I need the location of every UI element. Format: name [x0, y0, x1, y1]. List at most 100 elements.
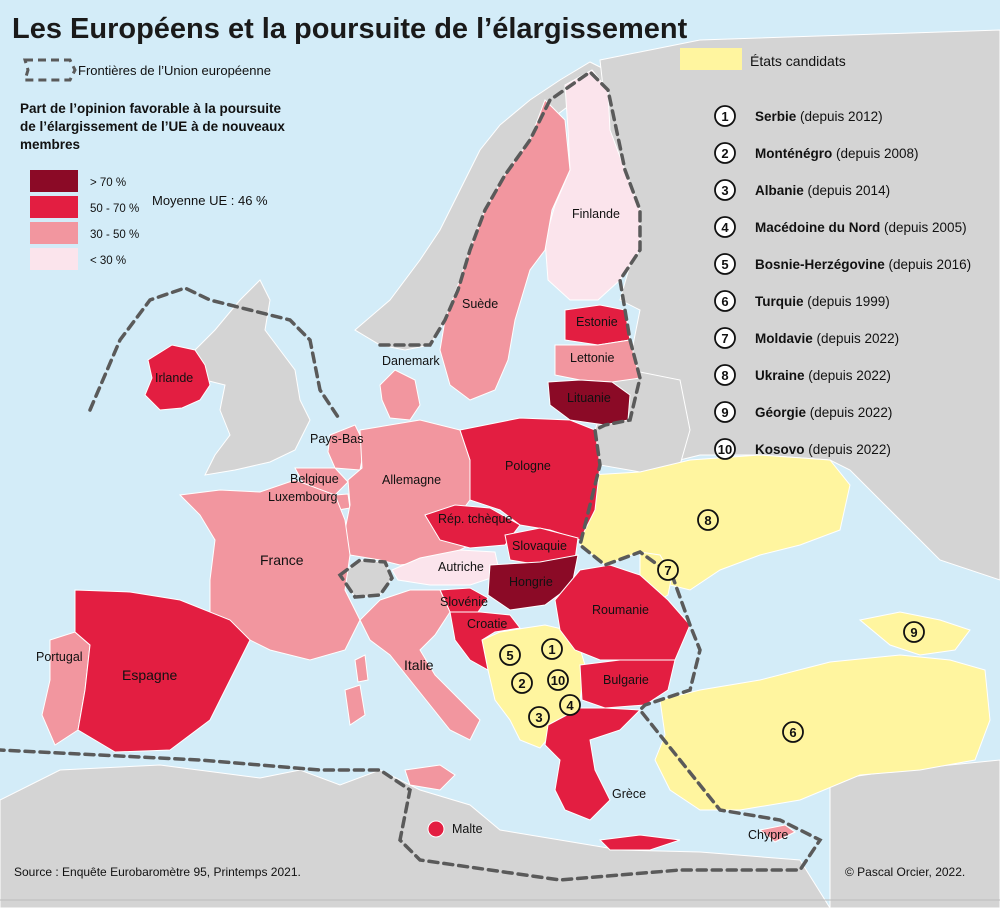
legend-swatch-3 — [30, 222, 78, 244]
candidate-text: Ukraine (depuis 2022) — [755, 368, 891, 383]
candidate-since: (depuis 2012) — [796, 109, 882, 124]
candidate-number: 4 — [721, 220, 729, 235]
map-marker-8: 8 — [697, 509, 719, 531]
candidate-number-badge — [714, 253, 736, 275]
map-marker-4: 4 — [559, 694, 581, 716]
map-marker-circle — [697, 509, 719, 531]
italy-shape — [359, 589, 481, 741]
croatia-shape — [449, 611, 521, 671]
ireland-shape — [144, 344, 211, 411]
north-africa-land — [0, 764, 831, 908]
candidate-since: (depuis 1999) — [804, 294, 890, 309]
candidate-number: 3 — [721, 183, 728, 198]
spain-shape — [74, 589, 251, 753]
non-eu-land — [0, 29, 1000, 908]
candidate-text: Géorgie (depuis 2022) — [755, 405, 892, 420]
middle-east-land — [829, 759, 1000, 908]
candidate-text: Turquie (depuis 1999) — [755, 294, 890, 309]
label-grece: Grèce — [612, 787, 646, 801]
label-estonie: Estonie — [576, 315, 618, 329]
label-suede: Suède — [462, 297, 498, 311]
candidate-item: 7 Moldavie (depuis 2022) — [714, 327, 899, 349]
crete-shape — [598, 834, 681, 851]
label-allemagne: Allemagne — [382, 473, 441, 487]
legend-candidate-label: États candidats — [750, 53, 846, 69]
legend-class-label-4: < 30 % — [90, 255, 126, 267]
legend-class-label-3: 30 - 50 % — [90, 229, 139, 241]
label-espagne: Espagne — [122, 667, 177, 683]
candidate-name: Serbie — [755, 109, 797, 124]
candidate-name: Moldavie — [755, 331, 813, 346]
map-marker-1: 1 — [541, 638, 563, 660]
map-marker-9: 9 — [903, 621, 925, 643]
map-marker-circle — [903, 621, 925, 643]
map-marker-circle — [511, 672, 533, 694]
map-title: Les Européens et la poursuite de l’élarg… — [12, 13, 688, 45]
map-marker-7: 7 — [657, 559, 679, 581]
candidate-map-markers: 1 2 3 4 5 6 7 8 9 10 — [499, 509, 925, 743]
map-marker-number: 2 — [518, 676, 525, 691]
label-france: France — [260, 552, 304, 568]
label-bulgarie: Bulgarie — [603, 673, 649, 687]
map-marker-circle — [528, 706, 550, 728]
label-rep-tcheque: Rép. tchèque — [438, 512, 512, 526]
map-marker-circle — [657, 559, 679, 581]
russia-land — [599, 29, 1000, 581]
legend-title-line-3: membres — [20, 137, 80, 152]
bulgaria-shape — [579, 659, 676, 709]
map-marker-number: 1 — [548, 642, 555, 657]
france-shape — [178, 479, 361, 661]
map-marker-number: 3 — [535, 710, 542, 725]
candidate-number-badge — [714, 142, 736, 164]
map-marker-number: 10 — [551, 673, 565, 688]
credit-note: © Pascal Orcier, 2022. — [845, 865, 965, 879]
candidate-since: (depuis 2008) — [832, 146, 918, 161]
map-marker-number: 8 — [704, 513, 711, 528]
candidate-number: 8 — [721, 368, 728, 383]
sicily-shape — [404, 764, 456, 791]
map-marker-circle — [547, 669, 569, 691]
candidate-number: 9 — [721, 405, 728, 420]
candidate-number-badge — [714, 364, 736, 386]
candidate-text: Albanie (depuis 2014) — [755, 183, 890, 198]
candidate-name: Turquie — [755, 294, 804, 309]
legend-swatch-1 — [30, 170, 78, 192]
label-danemark: Danemark — [382, 354, 440, 368]
label-croatie: Croatie — [467, 617, 507, 631]
map-marker-number: 9 — [910, 625, 917, 640]
candidate-number-badge — [714, 290, 736, 312]
candidate-number: 10 — [718, 442, 732, 457]
candidate-name: Bosnie-Herzégovine — [755, 257, 885, 272]
turkey-shape — [654, 654, 991, 811]
corsica-shape — [354, 654, 369, 683]
candidate-name: Ukraine — [755, 368, 805, 383]
candidate-since: (depuis 2014) — [804, 183, 890, 198]
uk-land — [189, 279, 311, 476]
label-autriche: Autriche — [438, 560, 484, 574]
label-pologne: Pologne — [505, 459, 551, 473]
candidate-number: 6 — [721, 294, 728, 309]
source-note: Source : Enquête Eurobaromètre 95, Print… — [14, 865, 301, 879]
candidate-since: (depuis 2005) — [880, 220, 966, 235]
eu-border-atlantic — [88, 286, 342, 422]
legend-border-swatch — [22, 58, 77, 82]
candidate-number: 2 — [721, 146, 728, 161]
candidate-item: 5 Bosnie-Herzégovine (depuis 2016) — [714, 253, 971, 275]
eu-members — [41, 69, 796, 851]
candidate-number: 1 — [721, 109, 728, 124]
map-marker-number: 7 — [664, 563, 671, 578]
eu-border — [0, 69, 823, 882]
candidate-number-badge — [714, 216, 736, 238]
candidate-number-badge — [714, 401, 736, 423]
label-belgique: Belgique — [290, 472, 339, 486]
map-marker-2: 2 — [511, 672, 533, 694]
legend-average: Moyenne UE : 46 % — [152, 193, 268, 208]
candidate-name: Macédoine du Nord — [755, 220, 880, 235]
candidate-name: Albanie — [755, 183, 804, 198]
candidate-item: 1 Serbie (depuis 2012) — [714, 105, 883, 127]
map-marker-3: 3 — [528, 706, 550, 728]
denmark-shape — [379, 369, 421, 421]
candidate-number-badge — [714, 105, 736, 127]
legend-swatch-4 — [30, 248, 78, 270]
